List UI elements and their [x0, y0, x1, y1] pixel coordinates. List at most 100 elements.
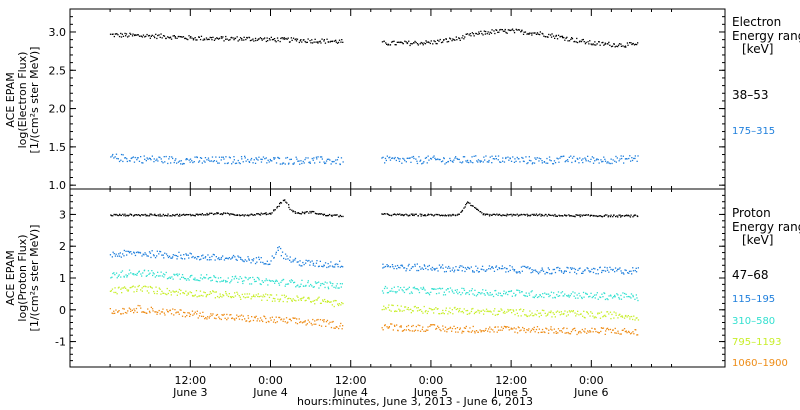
- electron-series-1-point: [245, 38, 247, 41]
- proton-series-1-point: [268, 212, 271, 215]
- proton-series-2-point: [255, 257, 258, 259]
- proton-series-2-point: [317, 265, 320, 268]
- proton-series-5-point: [621, 329, 623, 331]
- proton-series-5-point: [219, 318, 221, 320]
- proton-series-5-point: [589, 330, 591, 332]
- proton-series-5-point: [632, 331, 634, 333]
- proton-series-3-point: [312, 286, 314, 288]
- proton-series-1-point: [451, 214, 453, 216]
- proton-series-5-point: [519, 330, 521, 332]
- proton-series-1-point: [610, 214, 612, 216]
- proton-series-2-point: [462, 266, 464, 268]
- electron-series-1-point: [326, 38, 328, 40]
- proton-series-4-point: [572, 310, 574, 312]
- electron-series-2-point: [173, 161, 175, 164]
- electron-series-1-point: [243, 39, 245, 41]
- proton-series-5-point: [286, 322, 288, 324]
- proton-series-1-point: [128, 214, 130, 216]
- proton-series-4-point: [383, 308, 385, 311]
- electron-series-2-point: [211, 156, 214, 158]
- electron-series-1-point: [615, 45, 617, 47]
- electron-series-1-point: [286, 38, 288, 40]
- proton-legend-series-2: 115–195: [732, 294, 775, 305]
- proton-series-2-point: [131, 253, 133, 255]
- proton-series-5-point: [469, 327, 471, 329]
- proton-series-5-point: [538, 328, 540, 330]
- proton-series-4-point: [437, 308, 439, 310]
- electron-series-1-point: [394, 44, 396, 46]
- proton-series-1-point: [236, 214, 239, 216]
- electron-series-1-point: [399, 41, 401, 43]
- proton-series-5-point: [591, 327, 593, 329]
- proton-series-1-point: [254, 214, 256, 216]
- proton-series-4-point: [189, 291, 191, 293]
- proton-series-2-point: [578, 268, 580, 270]
- electron-series-1-point: [596, 43, 598, 45]
- electron-series-1-point: [113, 35, 115, 38]
- electron-series-2-point: [439, 158, 441, 161]
- proton-legend-title-2: Energy ranges: [732, 220, 800, 234]
- electron-series-1-point: [169, 37, 171, 39]
- proton-series-1-point: [144, 213, 146, 216]
- electron-series-2-point: [238, 162, 240, 164]
- proton-series-5-point: [230, 314, 232, 316]
- proton-series-3-point: [407, 288, 409, 290]
- electron-series-1-point: [134, 34, 136, 36]
- proton-series-3-point: [510, 290, 513, 292]
- proton-series-1-point: [476, 208, 478, 210]
- proton-series-3-point: [591, 296, 593, 299]
- proton-series-4-point: [480, 310, 483, 312]
- electron-series-1-point: [617, 45, 619, 48]
- proton-series-4-point: [580, 313, 582, 315]
- proton-series-1-point: [560, 215, 562, 217]
- proton-series-4-point: [314, 303, 316, 305]
- proton-series-1-point: [397, 213, 400, 216]
- proton-series-4-point: [136, 288, 138, 291]
- proton-series-2-point: [337, 263, 339, 266]
- proton-series-5-point: [194, 311, 196, 313]
- proton-series-2-point: [525, 266, 527, 268]
- proton-series-1-point: [308, 212, 310, 214]
- proton-series-4-point: [553, 313, 555, 315]
- electron-series-2-point: [240, 156, 243, 158]
- proton-series-3-point: [490, 294, 492, 296]
- electron-series-2-point: [476, 160, 478, 162]
- electron-series-1-point: [241, 39, 243, 41]
- proton-series-3-point: [318, 281, 320, 283]
- proton-series-4-point: [432, 309, 434, 311]
- proton-series-1-point: [428, 214, 430, 216]
- electron-series-2-point: [183, 163, 185, 165]
- proton-series-1-point: [110, 214, 112, 216]
- proton-series-1-point: [179, 213, 181, 216]
- electron-series-1-point: [281, 37, 283, 39]
- proton-series-4-point: [153, 292, 156, 295]
- proton-series-1-point: [381, 213, 383, 215]
- proton-series-2-point: [394, 265, 397, 267]
- proton-series-1-point: [395, 214, 397, 216]
- electron-series-2-point: [521, 156, 523, 159]
- proton-series-5-point: [163, 312, 165, 314]
- proton-series-5-point: [624, 330, 626, 333]
- proton-series-4-point: [300, 299, 302, 301]
- proton-series-5-point: [463, 330, 465, 333]
- electron-series-2-point: [485, 155, 487, 157]
- electron-series-2-point: [168, 156, 171, 158]
- proton-series-4-point: [282, 300, 284, 303]
- proton-series-3-point: [461, 292, 464, 294]
- proton-series-4-point: [474, 311, 476, 313]
- proton-series-1-point: [629, 216, 632, 218]
- electron-series-2-point: [459, 161, 461, 163]
- electron-series-1-point: [507, 29, 509, 31]
- proton-series-3-point: [523, 294, 525, 296]
- proton-series-2-point: [477, 271, 480, 273]
- proton-series-3-point: [513, 292, 515, 294]
- electron-series-1-point: [287, 37, 289, 39]
- proton-series-2-point: [603, 269, 605, 272]
- proton-series-3-point: [497, 294, 499, 296]
- electron-series-1-point: [464, 36, 466, 38]
- proton-series-2-point: [275, 251, 277, 253]
- electron-series-1-point: [274, 40, 276, 42]
- proton-series-5-point: [467, 330, 469, 332]
- electron-series-1-point: [220, 36, 222, 38]
- electron-series-2-point: [257, 159, 259, 161]
